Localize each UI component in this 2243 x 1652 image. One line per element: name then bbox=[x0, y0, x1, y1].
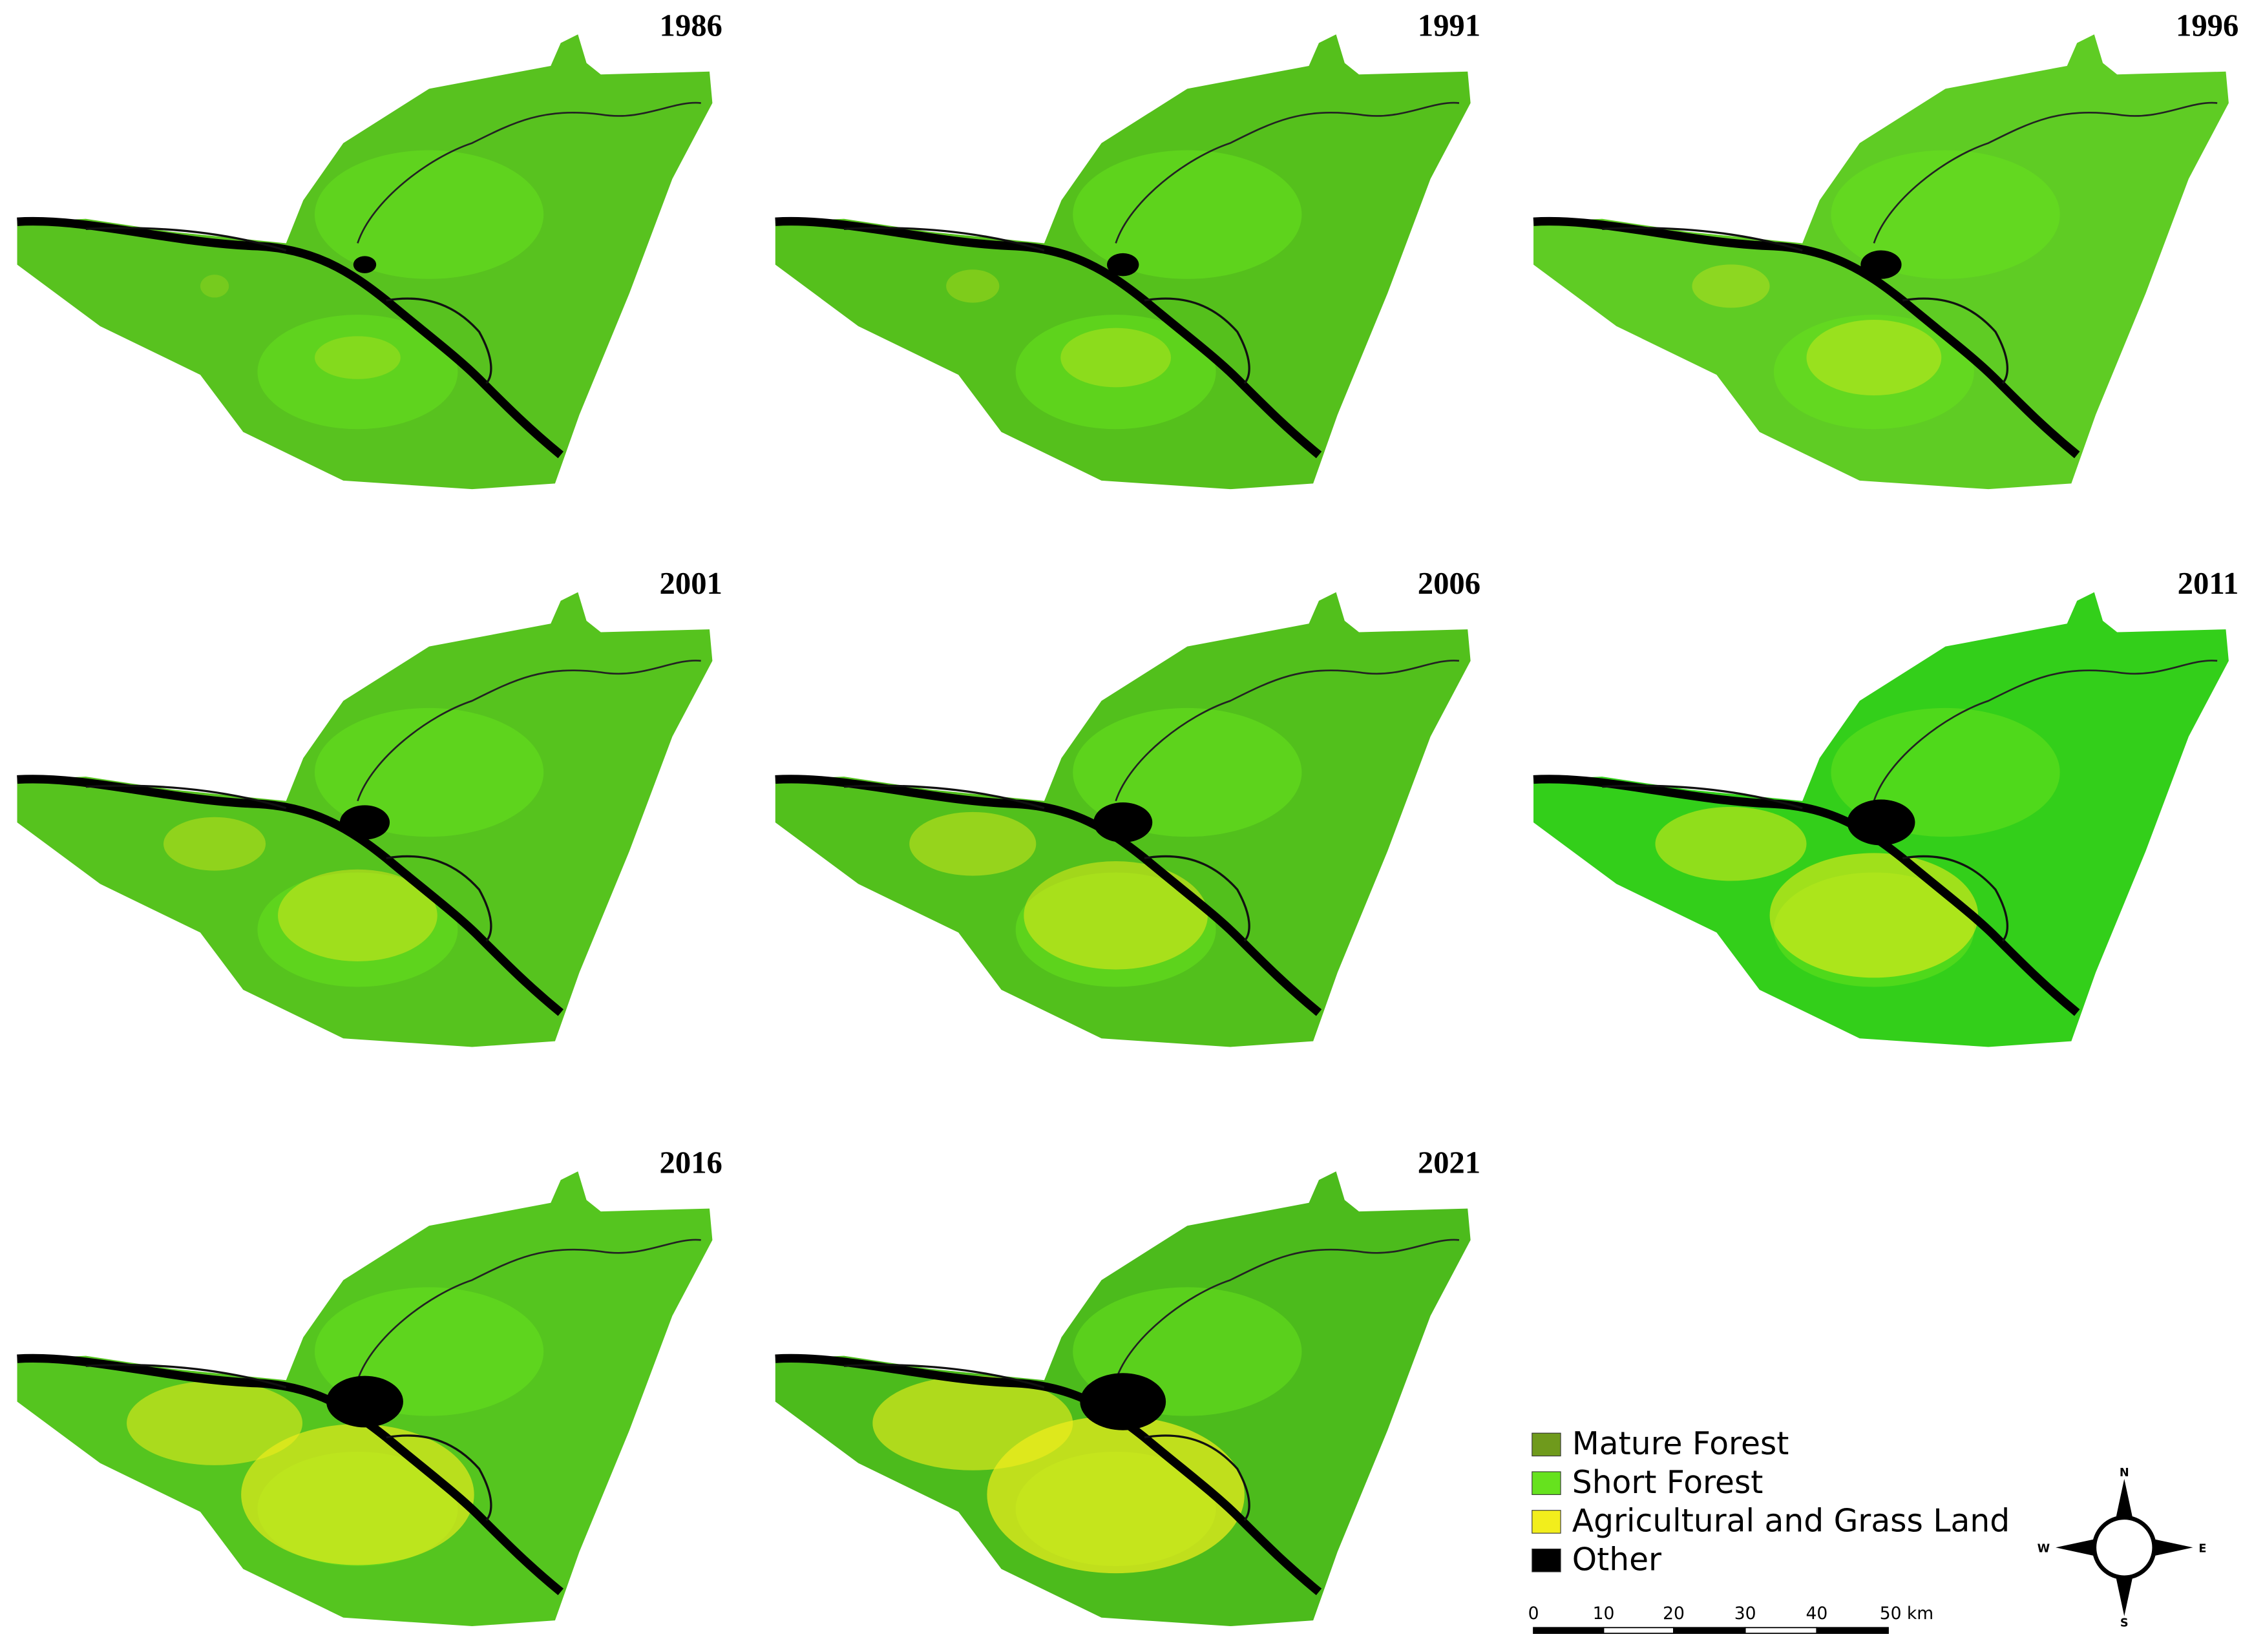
panel-year: 2006 bbox=[1418, 566, 1480, 601]
legend-swatch bbox=[1532, 1471, 1561, 1495]
agri-patch bbox=[163, 817, 266, 871]
short-forest-patch bbox=[1773, 315, 1974, 430]
legend-swatch bbox=[1532, 1432, 1561, 1457]
short-forest-patch bbox=[1073, 150, 1302, 279]
short-forest-patch bbox=[315, 707, 544, 837]
panel-year: 1991 bbox=[1418, 8, 1480, 43]
map-panel: 1996 bbox=[1533, 8, 2238, 490]
map-panel: 1991 bbox=[775, 8, 1480, 490]
panel-year: 2001 bbox=[660, 566, 722, 601]
agri-patch bbox=[127, 1381, 303, 1465]
urban-area bbox=[339, 805, 390, 840]
urban-area bbox=[1080, 1373, 1166, 1430]
agri-patch bbox=[1806, 320, 1942, 396]
agri-patch bbox=[872, 1375, 1073, 1470]
scale-label: 30 bbox=[1734, 1604, 1756, 1624]
panel-year: 1996 bbox=[2176, 8, 2238, 43]
scale-segment bbox=[1533, 1627, 1605, 1634]
scale-segment bbox=[1816, 1627, 1889, 1634]
panel-year: 2011 bbox=[2178, 566, 2239, 601]
map-panel: 2001 bbox=[17, 566, 722, 1047]
scale-label: 20 bbox=[1663, 1604, 1685, 1624]
agri-patch bbox=[278, 869, 437, 962]
scale-label: 0 bbox=[1528, 1604, 1539, 1624]
map-panel: 2021 bbox=[775, 1145, 1480, 1627]
agri-patch bbox=[987, 1416, 1245, 1574]
legend-label: Agricultural and Grass Land bbox=[1572, 1503, 2010, 1540]
compass: N S W E bbox=[2038, 1467, 2207, 1629]
agri-patch bbox=[1692, 264, 1770, 308]
urban-area bbox=[1860, 250, 1902, 279]
legend-swatch bbox=[1532, 1510, 1561, 1534]
legend-label: Other bbox=[1572, 1542, 1662, 1578]
compass-n: N bbox=[2120, 1467, 2129, 1479]
short-forest-patch bbox=[257, 872, 458, 987]
legend-label: Short Forest bbox=[1572, 1465, 1764, 1501]
compass-ring bbox=[2092, 1515, 2157, 1580]
agri-patch bbox=[200, 275, 229, 298]
scale-label: 10 bbox=[1593, 1604, 1615, 1624]
legend-swatch bbox=[1532, 1548, 1561, 1573]
scale-label: 50 km bbox=[1880, 1604, 1933, 1624]
agri-patch bbox=[1655, 806, 1807, 881]
short-forest-patch bbox=[1015, 315, 1216, 430]
agri-patch bbox=[315, 336, 401, 379]
short-forest-patch bbox=[315, 150, 544, 279]
agri-patch bbox=[1024, 861, 1208, 970]
panel-year: 2021 bbox=[1418, 1145, 1480, 1180]
urban-area bbox=[353, 256, 377, 273]
scale-segment bbox=[1603, 1627, 1674, 1634]
urban-area bbox=[1093, 802, 1153, 842]
scale-segment bbox=[1744, 1627, 1818, 1634]
short-forest-patch bbox=[257, 315, 458, 430]
agri-patch bbox=[1060, 328, 1172, 388]
agri-patch bbox=[909, 811, 1037, 876]
panel-year: 2016 bbox=[660, 1145, 722, 1180]
agri-patch bbox=[1769, 853, 1979, 978]
compass-w: W bbox=[2038, 1542, 2050, 1555]
map-panel: 1986 bbox=[17, 8, 722, 490]
compass-s: S bbox=[2120, 1617, 2129, 1630]
scale-label: 40 bbox=[1806, 1604, 1827, 1624]
panel-year: 1986 bbox=[660, 8, 722, 43]
urban-area bbox=[1107, 253, 1139, 277]
short-forest-patch bbox=[1831, 150, 2060, 279]
map-panel: 2006 bbox=[775, 566, 1480, 1047]
scale-segment bbox=[1673, 1627, 1746, 1634]
map-panel: 2016 bbox=[17, 1145, 722, 1627]
legend-label: Mature Forest bbox=[1572, 1426, 1789, 1462]
urban-area bbox=[1847, 799, 1915, 846]
agri-patch bbox=[946, 269, 1000, 303]
compass-e: E bbox=[2198, 1542, 2206, 1555]
urban-area bbox=[326, 1375, 403, 1428]
compass-arrows bbox=[2056, 1479, 2193, 1616]
map-panel: 2011 bbox=[1533, 566, 2238, 1047]
